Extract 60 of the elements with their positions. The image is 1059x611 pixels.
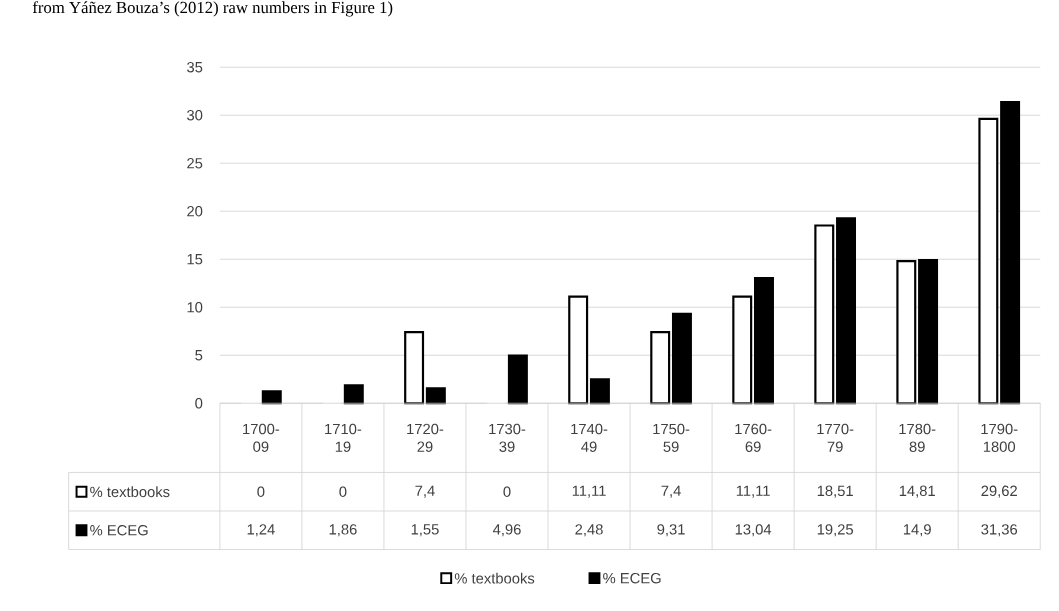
bar (425, 387, 446, 405)
data-label: 31,36 (981, 524, 1018, 537)
bar (343, 384, 364, 405)
x-tick-label: 1740-49 (571, 423, 608, 453)
y-tick-label: 25 (187, 158, 203, 169)
bar (1000, 101, 1021, 405)
data-label: 19,25 (817, 524, 854, 537)
bar (671, 312, 692, 405)
y-tick-label: 15 (187, 254, 203, 265)
data-label: 0 (503, 486, 511, 498)
text: from Yáñez Bouza’s (2012) raw numbers in Figure 1) (32, 1, 393, 17)
data-label: 0 (257, 486, 265, 498)
data-label: 14,9 (903, 524, 931, 537)
bar (918, 259, 939, 405)
legend-label: % textbooks (454, 572, 535, 584)
data-label: 14,81 (899, 485, 935, 498)
data-label: 1,55 (411, 524, 439, 537)
x-tick-label: 1720-29 (407, 423, 444, 453)
bar (836, 217, 857, 405)
x-tick-label: 1760-69 (735, 423, 772, 453)
data-label: 7,4 (661, 485, 681, 498)
data-label: 7,4 (415, 485, 435, 498)
bar (978, 117, 999, 405)
data-label: 11,11 (572, 485, 606, 498)
x-tick-label: 1730-39 (489, 423, 526, 453)
x-tick-label: 1770-79 (817, 423, 854, 453)
data-label: 0 (339, 486, 347, 498)
bar (814, 224, 835, 405)
data-label: 29,62 (981, 485, 1017, 498)
data-label: 9,31 (657, 524, 685, 537)
data-label: 1,86 (329, 524, 357, 537)
data-label: 2,48 (575, 524, 603, 537)
x-tick-label: 1780-89 (899, 423, 936, 453)
x-tick-label: 1700-09 (243, 423, 280, 453)
bar (732, 295, 753, 405)
y-tick-label: 30 (187, 110, 203, 121)
data-label: 11,11 (736, 485, 770, 498)
x-tick-label: 1710-19 (325, 423, 362, 453)
y-tick-label: 35 (187, 62, 203, 73)
legend-label: % ECEG (90, 525, 148, 536)
bar (896, 260, 917, 405)
bar (261, 390, 282, 405)
y-tick-label: 0 (195, 398, 203, 409)
bar (650, 331, 671, 405)
x-tick-label: 1790-1800 (981, 423, 1018, 453)
x-tick-label: 1750-59 (653, 423, 690, 453)
data-label: 13,04 (735, 524, 772, 537)
bar (589, 378, 610, 405)
data-label: 1,24 (247, 524, 275, 537)
text: % ECEG (603, 573, 661, 584)
data-label: 4,96 (492, 524, 521, 537)
y-tick-label: 20 (187, 206, 203, 217)
bar (754, 277, 774, 405)
bar (507, 354, 528, 405)
bar (404, 331, 425, 405)
y-tick-label: 5 (195, 350, 203, 361)
text: % textbooks (90, 486, 170, 498)
bar (568, 295, 589, 405)
data-label: 18,51 (817, 485, 853, 498)
y-tick-label: 10 (187, 302, 203, 313)
